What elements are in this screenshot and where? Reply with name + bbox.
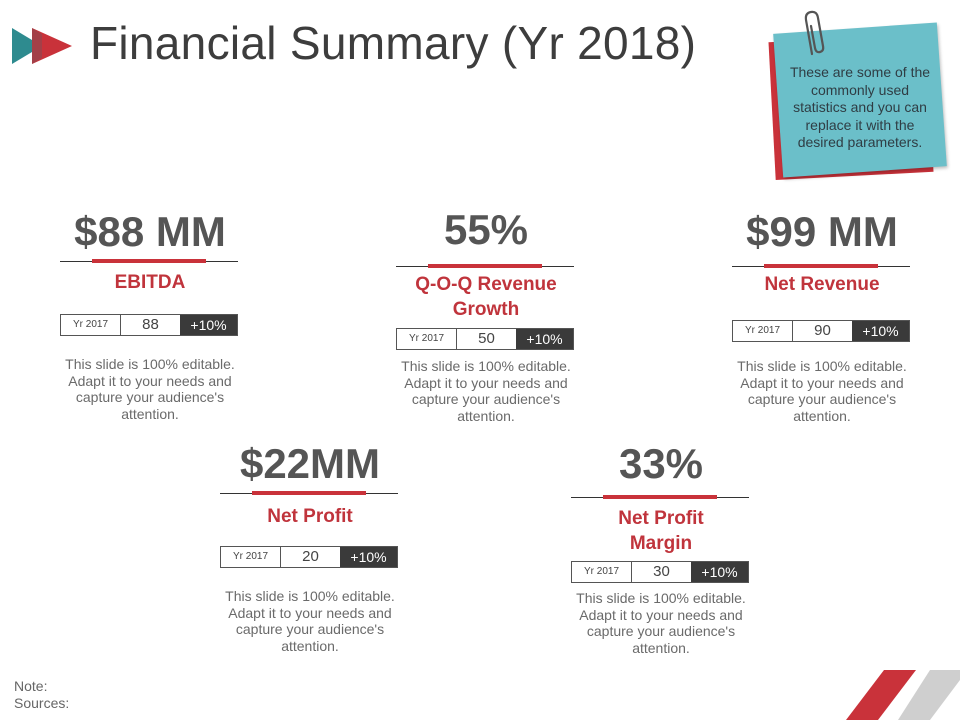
metric-description: This slide is 100% editable. Adapt it to… bbox=[65, 356, 235, 422]
metric-value: 33% bbox=[618, 440, 704, 487]
paperclip-icon bbox=[804, 10, 825, 56]
metric-label: EBITDA bbox=[114, 272, 186, 293]
metric-value: $99 MM bbox=[746, 208, 898, 255]
slide-title: Financial Summary (Yr 2018) bbox=[90, 17, 697, 69]
metric-description: This slide is 100% editable. Adapt it to… bbox=[737, 358, 907, 424]
change-badge: +10% bbox=[691, 562, 748, 582]
metric-value: $88 MM bbox=[74, 208, 226, 255]
comparison-row: Yr 2017 50 +10% bbox=[396, 328, 574, 350]
comparison-value: 20 bbox=[302, 548, 319, 565]
sticky-note-text: These are some of the commonly used stat… bbox=[789, 64, 931, 150]
metric-description: This slide is 100% editable. Adapt it to… bbox=[576, 590, 746, 656]
corner-stripes-decoration bbox=[846, 670, 960, 720]
metric-label: Net Profit bbox=[267, 506, 353, 527]
accent-bar bbox=[92, 259, 206, 263]
metric-description: This slide is 100% editable. Adapt it to… bbox=[401, 358, 571, 424]
accent-bar bbox=[603, 495, 717, 499]
accent-bar bbox=[428, 264, 542, 268]
comparison-row: Yr 2017 88 +10% bbox=[60, 314, 238, 336]
comparison-value: 90 bbox=[814, 322, 831, 339]
comparison-row: Yr 2017 30 +10% bbox=[571, 561, 749, 583]
comparison-row: Yr 2017 20 +10% bbox=[220, 546, 398, 568]
change-badge: +10% bbox=[180, 315, 237, 335]
note-label: Note: bbox=[14, 678, 48, 694]
double-arrow-icon bbox=[12, 28, 72, 64]
comparison-row: Yr 2017 90 +10% bbox=[732, 320, 910, 342]
accent-bar bbox=[764, 264, 878, 268]
comparison-year: Yr 2017 bbox=[572, 562, 632, 582]
comparison-year: Yr 2017 bbox=[397, 329, 457, 349]
metric-value: 55% bbox=[443, 206, 529, 253]
change-badge: +10% bbox=[852, 321, 909, 341]
comparison-year: Yr 2017 bbox=[733, 321, 793, 341]
metric-label: Q-O-Q Revenue Growth bbox=[415, 274, 557, 320]
metric-label: Net Revenue bbox=[764, 274, 880, 295]
comparison-year: Yr 2017 bbox=[221, 547, 281, 567]
change-badge: +10% bbox=[340, 547, 397, 567]
comparison-value: 88 bbox=[142, 316, 159, 333]
change-badge: +10% bbox=[516, 329, 573, 349]
metric-description: This slide is 100% editable. Adapt it to… bbox=[225, 588, 395, 654]
comparison-value: 30 bbox=[653, 563, 670, 580]
footer-notes: Note: Sources: bbox=[14, 678, 69, 712]
metric-value: $22MM bbox=[239, 440, 381, 487]
comparison-value: 50 bbox=[478, 330, 495, 347]
accent-bar bbox=[252, 491, 366, 495]
metric-label: Net Profit Margin bbox=[618, 508, 704, 554]
comparison-year: Yr 2017 bbox=[61, 315, 121, 335]
sources-label: Sources: bbox=[14, 695, 70, 711]
